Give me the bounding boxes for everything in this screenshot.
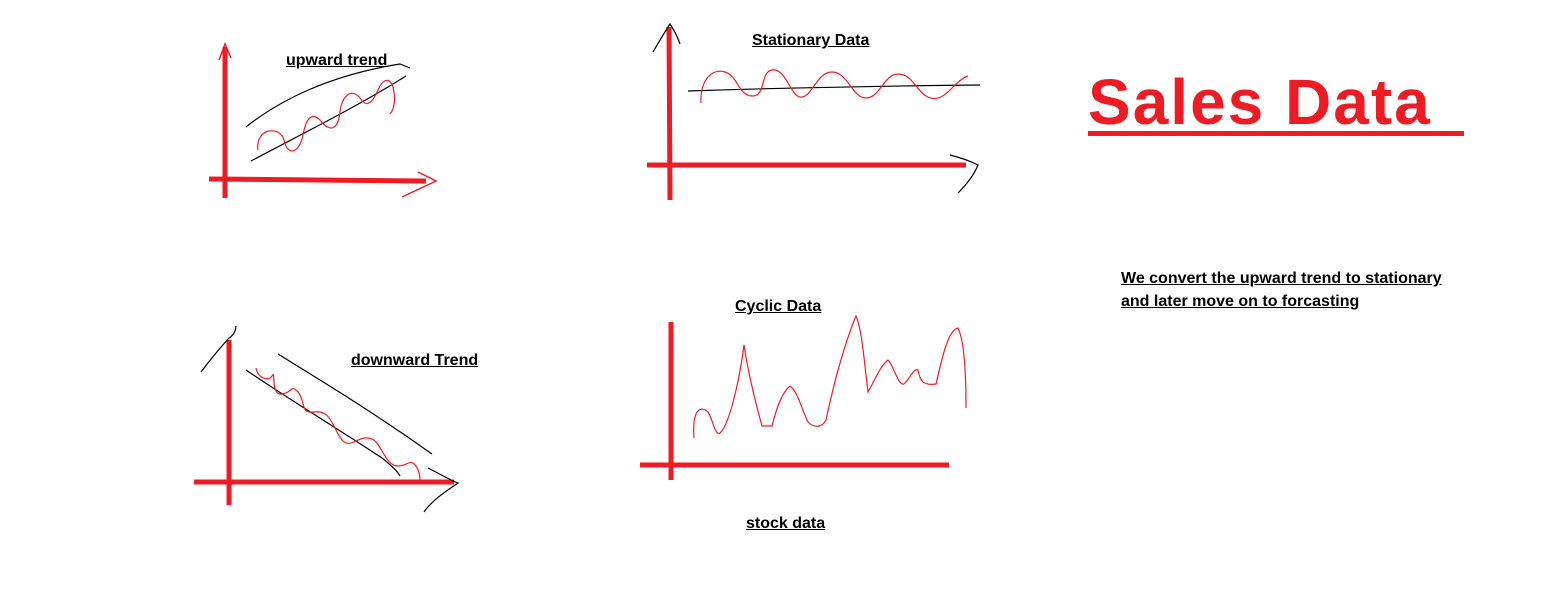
cyclic-series-line	[693, 314, 967, 439]
upward-trend-sketch	[208, 41, 438, 198]
stationary-series-wave	[700, 69, 969, 104]
sales-data-title: Sales Data	[1088, 66, 1432, 138]
stationary-y-arrow	[652, 22, 681, 53]
cyclic-sketch	[640, 314, 967, 480]
stationary-x-arrow	[949, 154, 979, 194]
upward-trend-label: upward trend	[286, 52, 388, 69]
conversion-note-line-1: We convert the upward trend to stationar…	[1121, 270, 1442, 287]
upward-upper-bound-line	[245, 63, 411, 128]
upward-x-axis	[208, 176, 427, 184]
downward-trend-sketch	[194, 325, 460, 513]
conversion-note-line-2: and later move on to forcasting	[1121, 293, 1360, 310]
downward-upper-bound-line	[277, 353, 433, 455]
downward-y-arrow	[200, 325, 237, 373]
stock-data-caption: stock data	[746, 515, 826, 532]
conversion-note: We convert the upward trend to stationar…	[1121, 267, 1541, 313]
upward-trend-line	[250, 75, 407, 162]
upward-x-arrow	[401, 171, 438, 198]
upward-series-wave	[257, 79, 396, 152]
title-underline	[1088, 131, 1464, 136]
stationary-mean-line	[687, 84, 981, 92]
stationary-sketch	[647, 22, 981, 201]
downward-x-arrow	[423, 467, 460, 513]
downward-trend-label: downward Trend	[351, 352, 479, 369]
cyclic-data-label: Cyclic Data	[735, 298, 822, 315]
upward-y-arrow	[218, 41, 232, 61]
downward-series-wave	[255, 367, 421, 481]
stationary-data-label: Stationary Data	[752, 32, 870, 49]
downward-trend-line	[245, 369, 401, 477]
stationary-y-axis	[666, 26, 673, 201]
